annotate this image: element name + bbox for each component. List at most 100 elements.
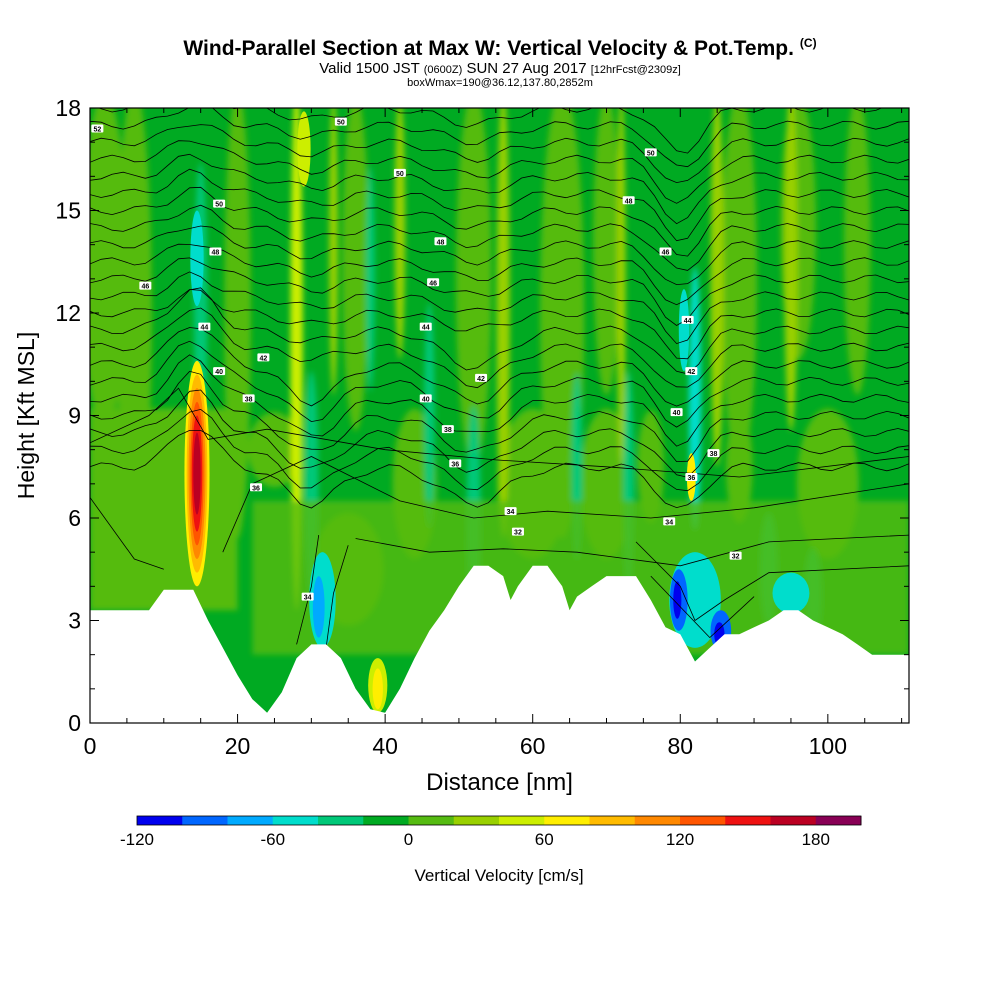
colorbar-tick-label: 180	[802, 830, 830, 849]
isentrope-low-3	[650, 575, 755, 639]
isentrope-label-box	[504, 507, 517, 516]
colorbar-label: Vertical Velocity [cm/s]	[414, 866, 583, 885]
field-streak-24	[784, 108, 798, 431]
field-streak-29	[424, 302, 435, 529]
isentrope-label-box	[729, 551, 742, 560]
isentrope-label: 46	[141, 284, 149, 291]
field-streak-6	[593, 108, 620, 395]
isentrope-label: 50	[396, 171, 404, 178]
subtitle-valid: Valid 1500 JST	[319, 60, 420, 77]
isentrope-line-10	[90, 271, 909, 345]
isentrope-label-box	[419, 322, 432, 331]
isentrope-label-box	[622, 196, 635, 205]
isentrope-low-7	[90, 387, 909, 478]
isentrope-label-box	[685, 367, 698, 376]
downdraft-west-inner	[312, 576, 325, 638]
colorbar-segment	[680, 816, 726, 825]
field-streak-21	[496, 108, 510, 539]
chart-title: Wind-Parallel Section at Max W: Vertical…	[183, 36, 817, 60]
isentrope-label: 36	[687, 475, 695, 482]
isentrope-label-box	[681, 315, 694, 324]
colorbar-frame	[136, 815, 862, 826]
colorbar-segment	[634, 816, 681, 825]
isentrope-line-20	[90, 108, 909, 168]
isentrope-label-box	[257, 353, 270, 362]
isentrope-label: 38	[444, 427, 452, 434]
isentrope-label-box	[209, 247, 222, 256]
isentrope-label: 40	[422, 396, 430, 403]
isentrope-low-2	[355, 534, 909, 567]
colorbar-segment	[408, 816, 455, 825]
y-tick-label: 18	[55, 95, 81, 121]
updraft-valley-inner	[372, 668, 383, 710]
isentrope-line-0	[90, 430, 909, 509]
isentrope-label-box	[441, 425, 454, 434]
isentrope-line-5	[90, 340, 909, 428]
isentrope-label: 38	[710, 451, 718, 458]
field-streak-3	[342, 108, 369, 431]
plot-area: 52 50 50 50 50 48 48 48 46 46 46 44 44 44 42 42 40 42 38 40…	[90, 108, 909, 723]
field-low-band	[90, 408, 238, 611]
colorbar-segment	[363, 816, 409, 825]
isentrope-label-box	[707, 449, 720, 458]
isentrope-line-13	[90, 225, 909, 286]
colorbar-segment	[137, 816, 183, 825]
isentrope-label-box	[250, 483, 263, 492]
field-streak-37	[365, 166, 375, 392]
subtitle-date: SUN 27 Aug 2017	[466, 60, 587, 77]
downdraft-upper-west	[190, 210, 204, 307]
isentrope-label-box	[419, 394, 432, 403]
colorbar-segment	[453, 816, 500, 825]
colorbar-tick-label: -60	[260, 830, 285, 849]
chart-subtitle-line3: boxWmax=190@36.12,137.80,2852m	[407, 77, 593, 89]
isentrope-label: 46	[662, 250, 670, 257]
downdraft-east-core1-min	[673, 581, 682, 619]
isentrope-low-0	[90, 497, 164, 570]
isentrope-line-21	[97, 108, 883, 154]
isentrope-label: 32	[732, 554, 740, 561]
isentrope-label: 52	[93, 127, 101, 134]
isentrope-low-4	[635, 541, 909, 622]
x-tick-label: 20	[225, 733, 251, 759]
isentrope-label-box	[393, 168, 406, 177]
updraft-core-ring-5	[193, 432, 201, 515]
isentrope-low-5	[296, 535, 320, 645]
y-tick-label: 15	[55, 198, 81, 224]
colorbar-segment	[318, 816, 364, 825]
colorbar-segment	[227, 816, 274, 825]
isentrope-line-8	[90, 287, 909, 375]
isentrope-label: 44	[422, 325, 430, 332]
isentrope-label-box	[670, 408, 683, 417]
downdraft-far-east	[772, 572, 810, 614]
isentrope-label: 50	[647, 150, 655, 157]
isentrope-label: 40	[215, 369, 223, 376]
isentrope-label: 34	[507, 509, 515, 516]
y-tick-label: 3	[68, 608, 81, 634]
y-tick-label: 9	[68, 403, 81, 429]
isentrope-label-box	[139, 281, 152, 290]
isentrope-line-17	[90, 153, 909, 225]
isentrope-label: 44	[684, 318, 692, 325]
isentropes	[90, 108, 909, 648]
field-streak-9	[844, 108, 871, 395]
isentrope-label-box	[511, 527, 524, 536]
isentrope-label-box	[301, 592, 314, 601]
isentrope-line-19	[90, 124, 909, 184]
isentrope-line-2	[90, 389, 909, 478]
isentrope-low-6	[325, 545, 349, 648]
isentrope-line-12	[90, 243, 909, 306]
field-streak-18	[726, 410, 753, 524]
field-streak-7	[721, 108, 758, 467]
isentrope-line-15	[90, 186, 909, 257]
isentrope-line-16	[90, 168, 909, 242]
downdraft-upper-east	[678, 289, 690, 372]
isentrope-label: 34	[665, 519, 673, 526]
isentrope-line-6	[90, 327, 909, 407]
isentrope-label-box	[663, 517, 676, 526]
colorbar-segment	[182, 816, 228, 825]
isentrope-label: 50	[215, 202, 223, 209]
y-tick-label: 12	[55, 300, 81, 326]
isentrope-label: 40	[673, 410, 681, 417]
x-tick-label: 40	[372, 733, 398, 759]
